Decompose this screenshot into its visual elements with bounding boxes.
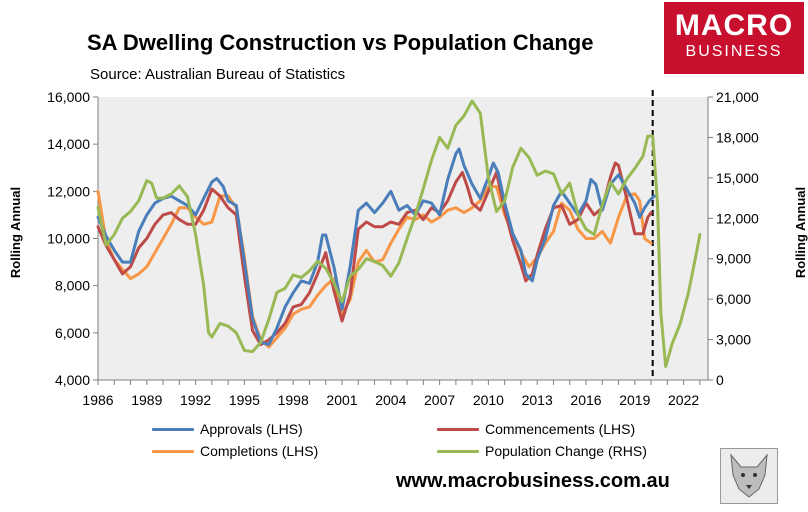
y-left-tick-label: 10,000 — [47, 231, 90, 247]
footer-url: www.macrobusiness.com.au — [396, 470, 670, 492]
y-right-tick-label: 18,000 — [716, 129, 759, 145]
x-tick-label: 2007 — [424, 392, 455, 408]
legend-completions: Completions (LHS) — [152, 443, 318, 459]
y-left-tick-label: 4,000 — [55, 372, 90, 388]
x-tick-label: 2022 — [668, 392, 699, 408]
chart-title: SA Dwelling Construction vs Population C… — [87, 30, 594, 55]
logo-line-2: BUSINESS — [685, 43, 783, 60]
x-tick-label: 1995 — [229, 392, 260, 408]
x-tick-label: 2010 — [473, 392, 504, 408]
y-right-tick-label: 3,000 — [716, 332, 751, 348]
series-group — [96, 99, 702, 368]
x-tick-label: 2016 — [570, 392, 601, 408]
logo-line-1: MACRO — [674, 9, 794, 42]
y-right-tick-label: 12,000 — [716, 210, 759, 226]
y-right-tick-label: 6,000 — [716, 291, 751, 307]
y-right-tick-label: 0 — [716, 372, 724, 388]
x-tick-label: 2004 — [375, 392, 406, 408]
legend-swatch-approvals — [152, 427, 194, 431]
legend-swatch-completions — [152, 449, 194, 453]
y-left-tick-label: 12,000 — [47, 183, 90, 199]
y-right-tick-label: 21,000 — [716, 89, 759, 105]
legend-swatch-population — [437, 449, 479, 453]
plot-area — [98, 97, 708, 380]
x-tick-label: 2019 — [619, 392, 650, 408]
legend-label-approvals: Approvals (LHS) — [200, 421, 303, 437]
x-tick-label: 1989 — [131, 392, 162, 408]
legend-label-completions: Completions (LHS) — [200, 443, 319, 459]
x-tick-label: 1986 — [82, 392, 113, 408]
y-left-tick-label: 16,000 — [47, 89, 90, 105]
chart-source: Source: Australian Bureau of Statistics — [90, 66, 346, 83]
y-left-tick-label: 6,000 — [55, 325, 90, 341]
legend-label-commencements: Commencements (LHS) — [485, 421, 636, 437]
y-right-tick-label: 15,000 — [716, 170, 759, 186]
series-line-population — [96, 99, 702, 368]
legend-commencements: Commencements (LHS) — [437, 421, 635, 437]
y-left-tick-label: 14,000 — [47, 136, 90, 152]
x-tick-label: 1992 — [180, 392, 211, 408]
legend-approvals: Approvals (LHS) — [152, 421, 303, 437]
series-line-approvals — [96, 147, 656, 347]
series-line-commencements — [96, 161, 653, 347]
x-tick-label: 2013 — [522, 392, 553, 408]
macrobusiness-logo: MACRO BUSINESS — [664, 2, 804, 74]
legend-swatch-commencements — [437, 427, 479, 431]
wolf-logo-icon — [720, 448, 778, 504]
x-tick-label: 1998 — [278, 392, 309, 408]
axes-group: 4,000 6,000 8,000 10,000 12,000 14,000 16,000 0… — [47, 89, 759, 408]
legend-label-population: Population Change (RHS) — [485, 443, 647, 459]
x-tick-label: 2001 — [326, 392, 357, 408]
legend-population: Population Change (RHS) — [437, 443, 647, 459]
y-left-tick-label: 8,000 — [55, 278, 90, 294]
y-right-tick-label: 9,000 — [716, 251, 751, 267]
